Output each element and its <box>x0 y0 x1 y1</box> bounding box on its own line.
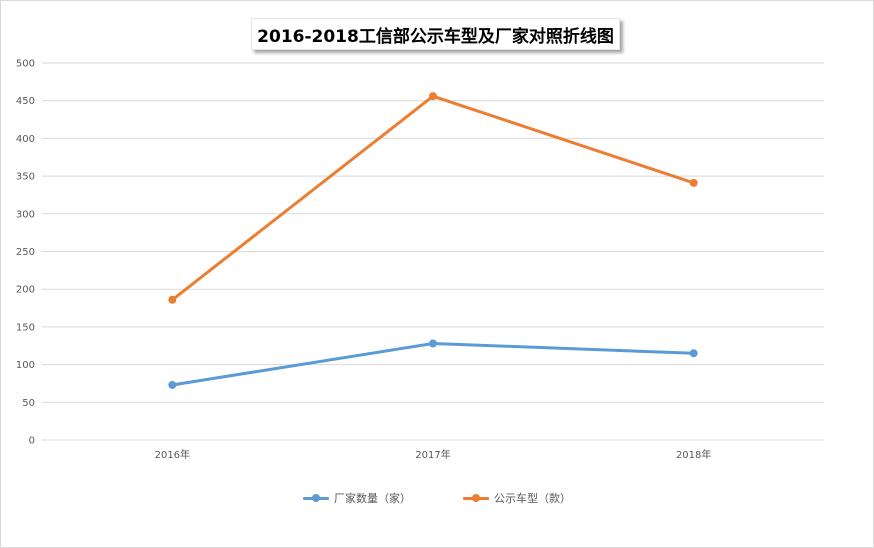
y-tick-label: 350 <box>16 172 35 183</box>
y-tick-label: 450 <box>16 96 35 107</box>
chart-title-box: 2016-2018工信部公示车型及厂家对照折线图 <box>251 18 620 50</box>
x-axis-ticks: 2016年 2017年 2018年 <box>155 448 712 461</box>
series-layer <box>168 92 698 389</box>
chart-title: 2016-2018工信部公示车型及厂家对照折线图 <box>257 26 614 47</box>
data-point <box>689 178 698 187</box>
legend-label: 公示车型（款） <box>494 492 571 505</box>
legend-item: 公示车型（款） <box>463 490 571 506</box>
data-point <box>429 92 437 101</box>
x-tick-label: 2017年 <box>415 448 450 461</box>
y-tick-label: 500 <box>16 59 35 70</box>
x-tick-label: 2016年 <box>155 448 190 461</box>
y-tick-label: 50 <box>22 398 35 409</box>
data-point <box>168 295 177 304</box>
data-point <box>429 339 437 348</box>
series-0 <box>168 339 698 389</box>
y-tick-label: 300 <box>16 209 35 220</box>
legend-swatch <box>303 492 329 504</box>
y-tick-label: 400 <box>16 134 35 145</box>
y-tick-label: 150 <box>16 322 35 333</box>
y-tick-label: 100 <box>16 360 35 371</box>
y-tick-label: 0 <box>29 436 35 447</box>
legend: 厂家数量（家） 公示车型（款） <box>0 488 874 508</box>
series-line <box>170 94 696 302</box>
legend-label: 厂家数量（家） <box>334 492 411 505</box>
legend-marker <box>472 494 480 502</box>
legend-item: 厂家数量（家） <box>303 490 411 506</box>
x-tick-label: 2018年 <box>676 448 711 461</box>
y-axis-ticks: 0 50 100 150 200 250 300 350 400 450 500 <box>16 59 35 447</box>
y-tick-label: 250 <box>16 247 35 258</box>
y-tick-label: 200 <box>16 285 35 296</box>
legend-marker <box>312 494 320 502</box>
legend-swatch <box>463 492 489 504</box>
data-point <box>168 380 177 389</box>
series-1 <box>168 92 698 304</box>
gridlines <box>42 62 824 441</box>
data-point <box>689 349 698 358</box>
